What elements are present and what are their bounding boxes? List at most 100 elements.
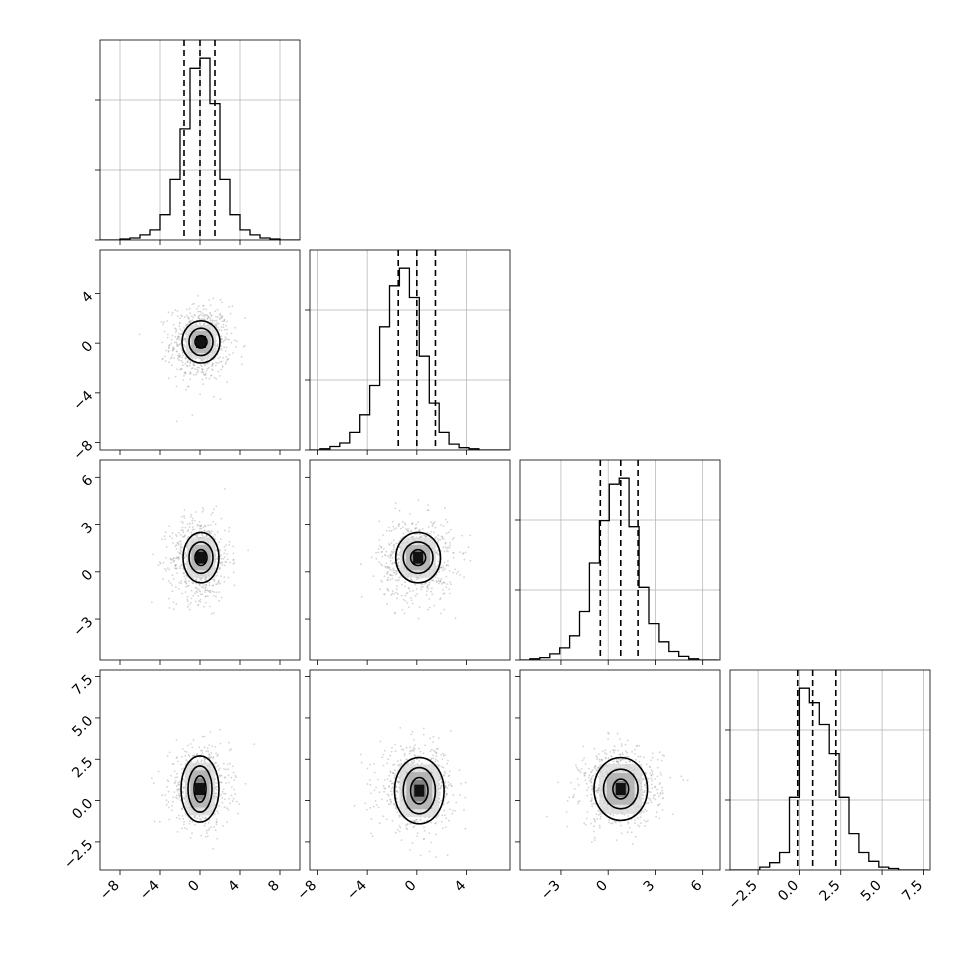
sample-point: [170, 356, 173, 359]
sample-point: [224, 338, 227, 341]
sample-point: [392, 786, 394, 788]
sample-point: [183, 375, 185, 377]
sample-point: [196, 307, 198, 310]
sample-point: [176, 776, 179, 779]
sample-point: [193, 364, 196, 367]
sample-point: [219, 398, 222, 400]
sample-point: [233, 788, 236, 791]
sample-point: [224, 798, 226, 801]
x-tick-label: 5.0: [858, 878, 885, 905]
sample-point: [428, 583, 431, 586]
sample-point: [204, 587, 207, 590]
sample-point: [424, 582, 427, 584]
sample-point: [628, 826, 631, 829]
x-tick-label: 0: [593, 878, 611, 896]
sample-point: [193, 363, 195, 365]
sample-point: [393, 543, 396, 546]
sample-point: [394, 804, 397, 807]
sample-point: [463, 576, 465, 579]
sample-point: [387, 567, 390, 569]
sample-point: [392, 569, 395, 571]
sample-point: [448, 819, 450, 822]
sample-point: [165, 349, 167, 352]
sample-point: [615, 839, 618, 841]
sample-point: [225, 356, 228, 358]
contour-level-1: [194, 548, 208, 567]
sample-point: [180, 359, 183, 362]
sample-point: [177, 532, 180, 534]
sample-point: [467, 546, 470, 549]
sample-point: [643, 791, 646, 794]
sample-point: [201, 585, 203, 588]
sample-point: [588, 776, 590, 779]
sample-point: [418, 529, 420, 532]
sample-point: [391, 746, 393, 749]
sample-point: [662, 797, 665, 799]
sample-point: [546, 815, 548, 818]
sample-point: [391, 590, 394, 593]
sample-point: [432, 579, 435, 582]
sample-point: [182, 522, 184, 524]
sample-point: [203, 760, 206, 762]
sample-point: [448, 570, 451, 572]
sample-point: [204, 591, 206, 593]
sample-point: [649, 799, 652, 801]
sample-point: [435, 751, 438, 754]
sample-point: [217, 362, 219, 365]
sample-point: [188, 755, 191, 757]
sample-point: [649, 791, 652, 794]
sample-point: [205, 369, 208, 372]
sample-point: [208, 756, 211, 758]
sample-point: [247, 549, 250, 552]
sample-point: [196, 817, 199, 820]
sample-point: [399, 826, 402, 829]
sample-point: [435, 748, 438, 751]
sample-point: [596, 769, 598, 772]
sample-point: [383, 749, 386, 752]
panel-frame: [729, 669, 931, 871]
sample-point: [426, 509, 429, 512]
sample-point: [390, 554, 393, 557]
density-panel-3-0: [151, 728, 256, 850]
sample-point: [184, 339, 187, 341]
sample-point: [174, 567, 176, 570]
sample-point: [168, 751, 171, 754]
sample-point: [435, 856, 437, 858]
sample-point: [208, 529, 210, 532]
sample-point: [598, 824, 601, 827]
sample-point: [426, 584, 429, 587]
sample-point: [171, 559, 174, 561]
sample-point: [203, 536, 206, 538]
sample-point: [210, 314, 213, 317]
sample-point: [395, 527, 398, 530]
sample-point: [624, 758, 626, 761]
sample-point: [597, 814, 600, 816]
sample-point: [439, 787, 442, 790]
sample-point: [645, 763, 648, 765]
y-tick-label: −2.5: [61, 837, 96, 872]
sample-point: [661, 786, 663, 789]
sample-point: [584, 779, 587, 781]
sample-point: [607, 738, 609, 740]
contour-level-3: [393, 756, 445, 825]
sample-point: [208, 584, 211, 587]
sample-point: [194, 592, 197, 595]
sample-point: [208, 753, 210, 756]
sample-point: [178, 352, 181, 355]
sample-point: [395, 790, 398, 793]
sample-point: [443, 770, 446, 773]
sample-point: [216, 309, 219, 311]
sample-point: [428, 850, 431, 853]
sample-point: [412, 738, 415, 741]
sample-point: [621, 752, 624, 755]
sample-point: [393, 775, 396, 777]
sample-point: [448, 588, 451, 591]
sample-point: [393, 550, 395, 553]
sample-point: [168, 361, 170, 364]
sample-point: [190, 597, 193, 600]
sample-point: [442, 525, 445, 527]
sample-point: [217, 769, 220, 772]
sample-point: [413, 825, 416, 827]
sample-point: [634, 758, 637, 761]
sample-point: [383, 554, 386, 556]
